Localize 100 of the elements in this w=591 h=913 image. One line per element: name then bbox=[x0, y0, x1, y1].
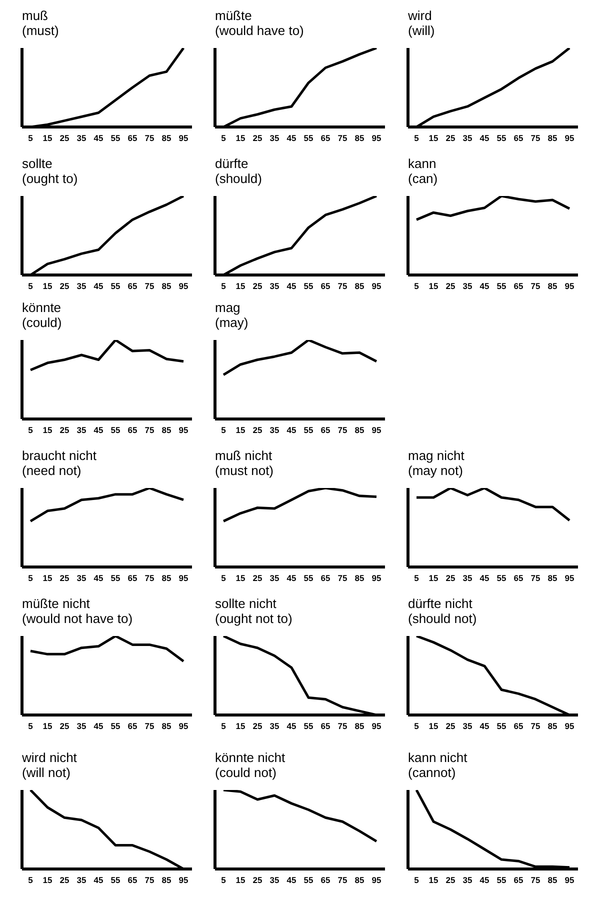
x-tick-label: 45 bbox=[480, 133, 490, 144]
x-tick-label: 55 bbox=[110, 573, 120, 584]
x-tick-label: 85 bbox=[354, 425, 364, 436]
x-tick-label: 75 bbox=[144, 875, 154, 886]
chart-title: sollte bbox=[22, 156, 54, 171]
chart-subtitle: (would have to) bbox=[215, 23, 305, 38]
x-tick-label: 25 bbox=[252, 721, 262, 732]
x-tick-label: 25 bbox=[60, 281, 70, 292]
x-tick-label: 25 bbox=[60, 573, 70, 584]
x-tick-label: 45 bbox=[94, 133, 104, 144]
x-tick-label: 25 bbox=[60, 875, 70, 886]
x-tick-label: 65 bbox=[128, 133, 138, 144]
x-tick-label: 45 bbox=[94, 721, 104, 732]
x-tick-label: 85 bbox=[548, 573, 558, 584]
x-tick-label: 15 bbox=[42, 573, 52, 584]
x-tick-label: 75 bbox=[338, 281, 348, 292]
x-tick-label: 65 bbox=[320, 425, 330, 436]
x-tick-label: 85 bbox=[162, 875, 172, 886]
x-tick-label: 55 bbox=[110, 875, 120, 886]
x-tick-label: 65 bbox=[128, 875, 138, 886]
x-tick-label: 75 bbox=[338, 133, 348, 144]
x-tick-label: 5 bbox=[414, 281, 420, 292]
x-tick-label: 45 bbox=[94, 573, 104, 584]
x-tick-label: 65 bbox=[128, 425, 138, 436]
x-tick-label: 15 bbox=[428, 721, 438, 732]
x-tick-label: 15 bbox=[236, 425, 246, 436]
x-tick-label: 15 bbox=[236, 721, 246, 732]
x-tick-label: 95 bbox=[372, 425, 382, 436]
x-tick-label: 85 bbox=[354, 875, 364, 886]
x-tick-label: 5 bbox=[28, 133, 34, 144]
x-tick-label: 5 bbox=[221, 281, 226, 292]
x-tick-label: 65 bbox=[128, 573, 138, 584]
x-tick-label: 25 bbox=[252, 281, 262, 292]
x-tick-label: 35 bbox=[270, 573, 280, 584]
x-tick-label: 5 bbox=[414, 133, 420, 144]
x-tick-label: 55 bbox=[110, 721, 120, 732]
x-tick-label: 45 bbox=[286, 425, 296, 436]
x-tick-label: 5 bbox=[221, 573, 226, 584]
x-tick-label: 95 bbox=[178, 875, 188, 886]
x-tick-label: 85 bbox=[162, 133, 172, 144]
x-tick-label: 75 bbox=[338, 573, 348, 584]
x-tick-label: 85 bbox=[354, 133, 364, 144]
x-tick-label: 95 bbox=[178, 721, 188, 732]
x-tick-label: 75 bbox=[530, 573, 540, 584]
x-tick-label: 75 bbox=[530, 133, 540, 144]
x-tick-label: 85 bbox=[162, 573, 172, 584]
x-tick-label: 45 bbox=[94, 875, 104, 886]
x-tick-label: 95 bbox=[372, 573, 382, 584]
x-tick-label: 35 bbox=[462, 133, 472, 144]
x-tick-label: 5 bbox=[221, 133, 226, 144]
x-tick-label: 75 bbox=[338, 721, 348, 732]
chart-subtitle: (may) bbox=[215, 315, 250, 330]
x-tick-label: 35 bbox=[76, 425, 86, 436]
x-tick-label: 35 bbox=[76, 875, 86, 886]
x-tick-label: 15 bbox=[236, 875, 246, 886]
x-tick-label: 25 bbox=[252, 573, 262, 584]
chart-subtitle: (must) bbox=[22, 23, 60, 38]
x-tick-label: 35 bbox=[76, 133, 86, 144]
x-tick-label: 65 bbox=[128, 281, 138, 292]
chart-title: kann nicht bbox=[408, 750, 468, 765]
x-tick-label: 45 bbox=[480, 721, 490, 732]
x-tick-label: 25 bbox=[252, 133, 262, 144]
x-tick-label: 75 bbox=[144, 425, 154, 436]
x-tick-label: 75 bbox=[530, 281, 540, 292]
x-tick-label: 5 bbox=[28, 425, 34, 436]
x-tick-label: 35 bbox=[76, 573, 86, 584]
x-tick-label: 35 bbox=[462, 721, 472, 732]
x-tick-label: 15 bbox=[428, 133, 438, 144]
x-tick-label: 25 bbox=[446, 281, 456, 292]
x-tick-label: 55 bbox=[304, 133, 314, 144]
x-tick-label: 55 bbox=[304, 425, 314, 436]
x-tick-label: 85 bbox=[162, 721, 172, 732]
x-tick-label: 55 bbox=[304, 721, 314, 732]
x-tick-label: 35 bbox=[76, 281, 86, 292]
x-tick-label: 25 bbox=[446, 721, 456, 732]
x-tick-label: 45 bbox=[480, 875, 490, 886]
x-tick-label: 85 bbox=[162, 281, 172, 292]
chart-subtitle: (ought to) bbox=[22, 171, 79, 186]
chart-title: muß nicht bbox=[215, 448, 274, 463]
chart-title: dürfte nicht bbox=[408, 596, 474, 611]
chart-title: wird nicht bbox=[22, 750, 78, 765]
chart-title: mag bbox=[215, 300, 242, 315]
x-tick-label: 5 bbox=[28, 721, 34, 732]
x-tick-label: 95 bbox=[178, 281, 188, 292]
chart-subtitle: (will not) bbox=[22, 765, 72, 780]
chart-subtitle: (may not) bbox=[408, 463, 464, 478]
x-tick-label: 5 bbox=[414, 875, 420, 886]
chart-title: müßte nicht bbox=[22, 596, 91, 611]
x-tick-label: 15 bbox=[42, 133, 52, 144]
x-tick-label: 75 bbox=[338, 875, 348, 886]
x-tick-label: 85 bbox=[548, 875, 558, 886]
x-tick-label: 95 bbox=[372, 875, 382, 886]
x-tick-label: 65 bbox=[514, 281, 524, 292]
x-tick-label: 35 bbox=[270, 721, 280, 732]
x-tick-label: 65 bbox=[320, 573, 330, 584]
x-tick-label: 75 bbox=[530, 875, 540, 886]
x-tick-label: 5 bbox=[221, 721, 226, 732]
x-tick-label: 65 bbox=[514, 133, 524, 144]
x-tick-label: 15 bbox=[42, 425, 52, 436]
chart-subtitle: (can) bbox=[408, 171, 439, 186]
